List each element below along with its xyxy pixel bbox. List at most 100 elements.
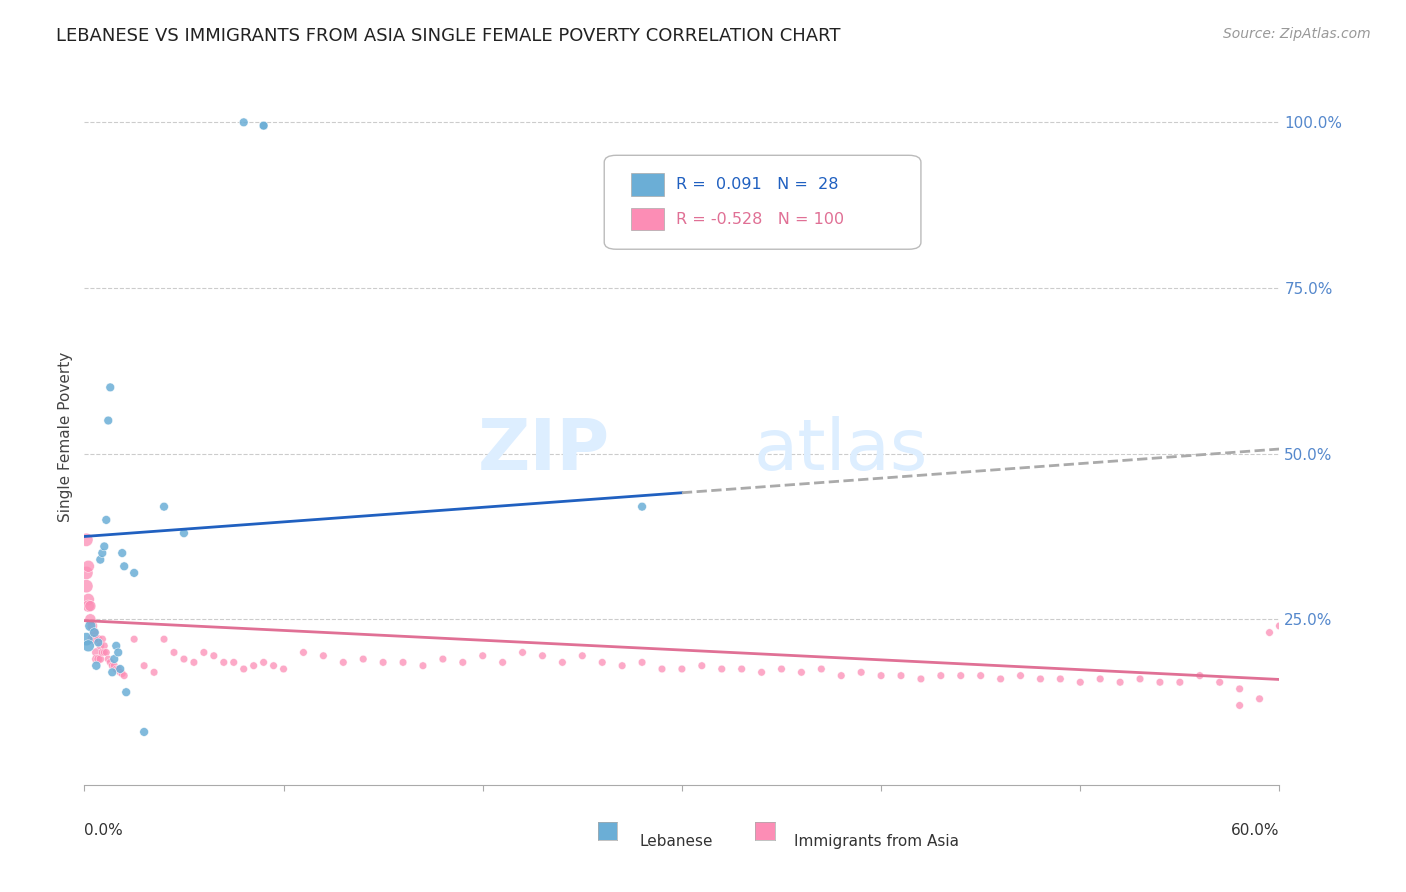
Point xyxy=(731,662,754,676)
Point xyxy=(193,645,215,659)
Point xyxy=(591,656,613,670)
Point xyxy=(122,566,145,580)
Point xyxy=(292,645,315,659)
Point xyxy=(111,666,134,681)
Point xyxy=(89,552,111,566)
Point xyxy=(810,662,832,676)
Point xyxy=(79,599,101,613)
Point xyxy=(82,619,104,633)
Point xyxy=(103,658,125,673)
Point xyxy=(253,119,276,133)
Text: 60.0%: 60.0% xyxy=(1232,823,1279,838)
Text: R =  0.091   N =  28: R = 0.091 N = 28 xyxy=(676,177,838,192)
Point xyxy=(790,665,813,680)
Point xyxy=(183,656,205,670)
Point xyxy=(163,645,186,659)
Point xyxy=(551,656,574,670)
Point xyxy=(870,668,893,682)
Point xyxy=(105,639,128,653)
Point xyxy=(83,625,105,640)
Point xyxy=(1258,625,1281,640)
Point xyxy=(273,662,295,676)
Point xyxy=(93,639,115,653)
Point xyxy=(631,656,654,670)
Point xyxy=(710,662,733,676)
Point xyxy=(79,619,101,633)
Text: Lebanese: Lebanese xyxy=(640,834,713,849)
Point xyxy=(1029,672,1052,686)
Point xyxy=(87,635,110,649)
Point xyxy=(153,500,176,514)
Point xyxy=(222,656,245,670)
Point xyxy=(105,662,128,676)
Point xyxy=(531,648,554,663)
Point xyxy=(631,500,654,514)
Point xyxy=(83,625,105,640)
Point xyxy=(1268,619,1291,633)
Point xyxy=(75,566,97,580)
Point xyxy=(253,119,276,133)
Point xyxy=(110,665,132,680)
Point xyxy=(352,652,374,666)
Text: R = -0.528   N = 100: R = -0.528 N = 100 xyxy=(676,211,844,227)
Point xyxy=(1109,675,1132,690)
Point xyxy=(86,658,108,673)
Point xyxy=(412,658,434,673)
Point xyxy=(91,645,114,659)
Point xyxy=(132,725,156,739)
FancyBboxPatch shape xyxy=(605,155,921,249)
Point xyxy=(111,546,134,560)
Point xyxy=(89,652,111,666)
Point xyxy=(82,632,104,647)
Point xyxy=(115,685,138,699)
Point xyxy=(253,656,276,670)
Point xyxy=(173,526,195,541)
Point xyxy=(103,652,125,666)
Point xyxy=(512,645,534,659)
Point xyxy=(75,533,97,547)
Point xyxy=(86,645,108,659)
Point xyxy=(98,380,121,394)
Point xyxy=(1129,672,1152,686)
Point xyxy=(98,656,121,670)
Point xyxy=(132,658,156,673)
Point xyxy=(312,648,335,663)
Point xyxy=(392,656,415,670)
Point xyxy=(173,652,195,666)
Point xyxy=(87,652,110,666)
Point xyxy=(471,648,494,663)
Point xyxy=(571,648,593,663)
Point xyxy=(770,662,793,676)
Point xyxy=(332,656,354,670)
Point xyxy=(990,672,1012,686)
Point xyxy=(1149,675,1171,690)
Point xyxy=(77,559,100,574)
Point xyxy=(610,658,633,673)
Point xyxy=(890,668,912,682)
Point xyxy=(101,658,124,673)
Point xyxy=(690,658,713,673)
Point xyxy=(110,662,132,676)
Point xyxy=(849,665,872,680)
Point xyxy=(212,656,235,670)
Point xyxy=(75,632,97,647)
Point xyxy=(929,668,952,682)
Text: atlas: atlas xyxy=(754,417,928,485)
Point xyxy=(1208,675,1232,690)
Point xyxy=(89,639,111,653)
Point xyxy=(122,632,145,647)
Point xyxy=(96,513,118,527)
Point xyxy=(910,672,932,686)
Point xyxy=(107,645,129,659)
Point xyxy=(1229,681,1251,696)
Text: LEBANESE VS IMMIGRANTS FROM ASIA SINGLE FEMALE POVERTY CORRELATION CHART: LEBANESE VS IMMIGRANTS FROM ASIA SINGLE … xyxy=(56,27,841,45)
Point xyxy=(101,665,124,680)
Point xyxy=(651,662,673,676)
Y-axis label: Single Female Poverty: Single Female Poverty xyxy=(58,352,73,522)
Point xyxy=(232,662,254,676)
Point xyxy=(93,645,115,659)
Point xyxy=(87,632,110,647)
Point xyxy=(949,668,972,682)
Point xyxy=(830,668,852,682)
Point xyxy=(671,662,693,676)
